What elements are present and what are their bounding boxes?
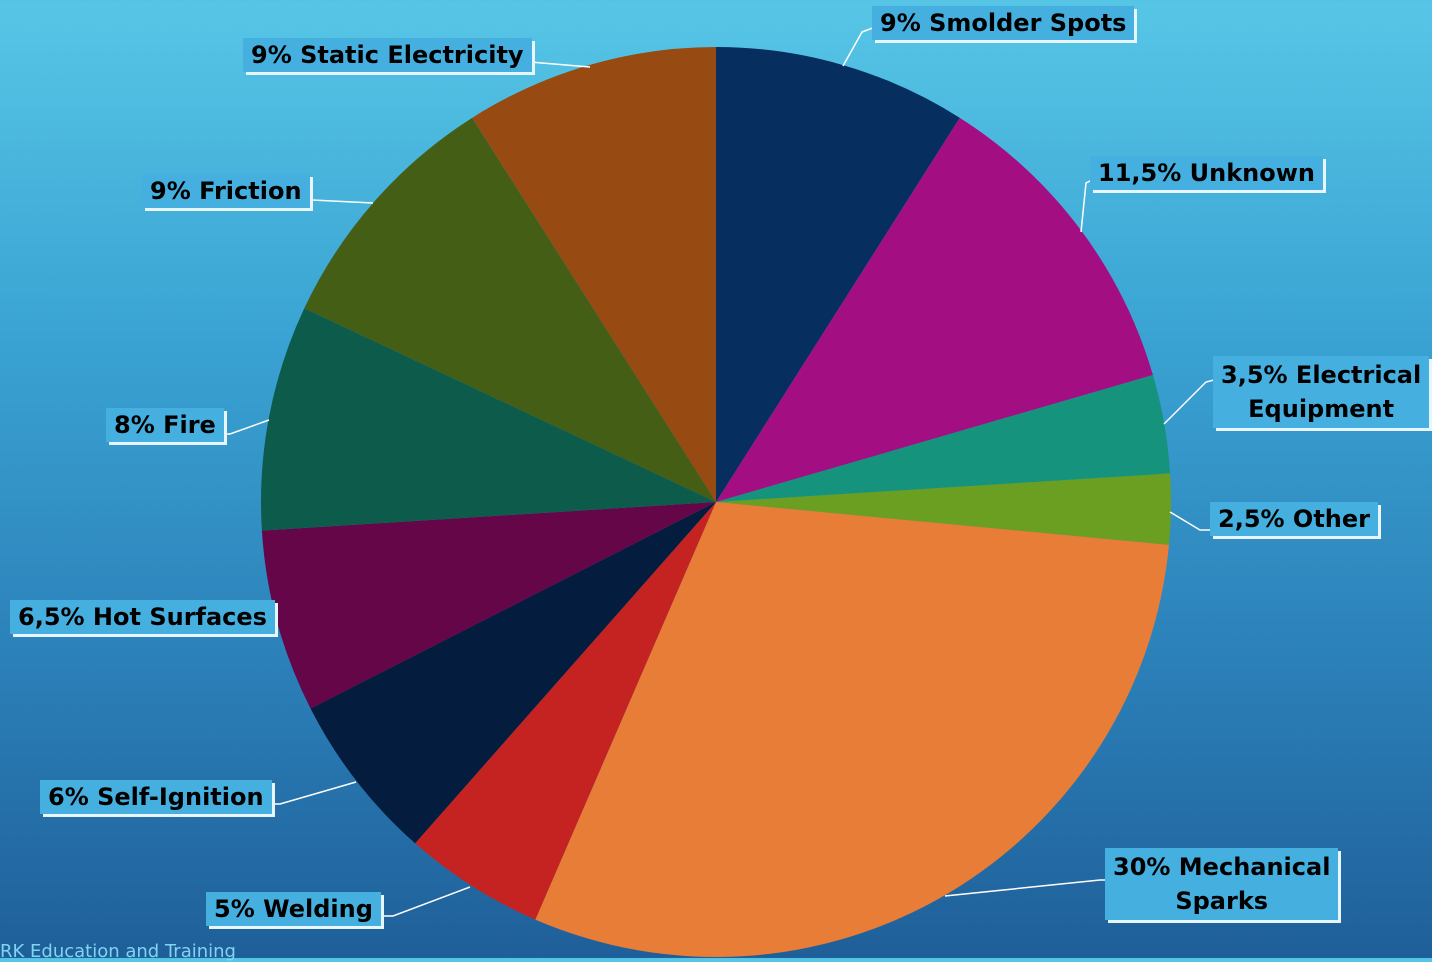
pie-slice xyxy=(261,502,716,709)
pie-slice xyxy=(535,502,1169,958)
label-unknown: 11,5% Unknown xyxy=(1090,156,1323,190)
label-static-electricity: 9% Static Electricity xyxy=(243,38,532,72)
label-welding: 5% Welding xyxy=(206,892,381,926)
pie-slice xyxy=(716,473,1171,545)
leader-line xyxy=(306,199,374,204)
leader-line xyxy=(1169,511,1212,531)
label-electrical-line1: 3,5% Electrical xyxy=(1221,361,1422,389)
leader-line xyxy=(524,61,591,68)
label-mechanical-line2: Sparks xyxy=(1175,887,1269,915)
leader-line xyxy=(944,879,1108,897)
label-friction: 9% Friction xyxy=(142,174,310,208)
label-smolder-spots: 9% Smolder Spots xyxy=(872,6,1135,40)
leader-line xyxy=(383,886,471,917)
leader-line xyxy=(272,781,357,805)
label-electrical-equipment: 3,5% Electrical Equipment xyxy=(1213,356,1430,428)
label-mechanical-sparks: 30% Mechanical Sparks xyxy=(1105,848,1339,920)
label-other: 2,5% Other xyxy=(1210,502,1378,536)
pie-slice xyxy=(472,47,716,502)
footer-credit: RK Education and Training xyxy=(0,941,236,962)
pie-slice xyxy=(716,375,1171,502)
pie-slice xyxy=(716,117,1153,502)
label-electrical-line2: Equipment xyxy=(1248,395,1395,423)
label-self-ignition: 6% Self-Ignition xyxy=(40,780,272,814)
label-mechanical-line1: 30% Mechanical xyxy=(1113,853,1331,881)
pie-slice xyxy=(260,308,716,531)
label-hot-surfaces: 6,5% Hot Surfaces xyxy=(10,600,275,634)
pie-slice xyxy=(716,47,960,502)
pie-slice xyxy=(304,117,716,502)
label-fire: 8% Fire xyxy=(106,408,224,442)
leader-line xyxy=(222,419,270,435)
pie-slice xyxy=(415,502,716,920)
pie-slice xyxy=(310,502,716,844)
leader-line xyxy=(1163,379,1215,425)
